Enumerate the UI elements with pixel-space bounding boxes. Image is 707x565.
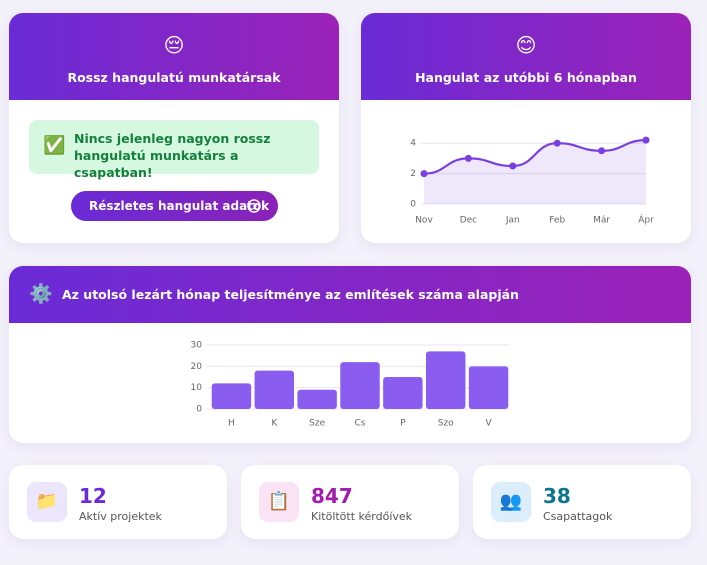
y-tick-label: 10	[191, 383, 203, 393]
x-tick-label: K	[271, 419, 278, 429]
y-tick-label: 2	[410, 169, 416, 179]
bar	[468, 366, 509, 409]
stat-value: 12	[79, 484, 107, 508]
x-tick-label: Szo	[438, 419, 454, 429]
stat-label: Aktív projektek	[79, 510, 162, 523]
card-header: 😊 Hangulat az utóbbi 6 hónapban	[361, 13, 691, 100]
x-tick-label: P	[400, 419, 406, 429]
line-chart: 0 2 4 Nov Dec Jan Feb Már Ápr	[410, 136, 654, 226]
stat-card: 📁 12 Aktív projektek	[9, 465, 227, 539]
line-card: 😊 Hangulat az utóbbi 6 hónapban 0 2 4 Nov De…	[361, 13, 691, 243]
y-tick-label: 0	[196, 405, 202, 415]
y-tick-label: 0	[410, 200, 416, 210]
x-tick-label: Cs	[355, 419, 366, 429]
bar	[297, 389, 337, 409]
card-title: Rossz hangulatú munkatársak	[67, 70, 281, 85]
y-tick-label: 4	[410, 139, 416, 149]
stat-icon: 📁	[27, 482, 67, 522]
icon: 😊	[515, 33, 537, 57]
bar	[211, 383, 252, 409]
line	[423, 139, 647, 175]
x-tick-label: V	[485, 419, 492, 429]
point	[420, 170, 428, 178]
x-tick-label: H	[228, 419, 235, 429]
bar	[426, 351, 466, 409]
y-tick-label: 30	[191, 341, 203, 351]
x-tick-label: Nov	[415, 216, 433, 226]
notice: ✅ Nincs jelenleg nagyon rossz hangulatú …	[29, 120, 319, 180]
button-icon	[247, 199, 261, 213]
stat-label: Kitöltött kérdőívek	[311, 510, 413, 523]
point	[598, 147, 606, 155]
x-tick-label: Ápr	[638, 214, 654, 226]
notice-text: Nincs jelenleg nagyon rossz hangulatú mu…	[74, 131, 271, 180]
bar-card: ⚙️ Az utolsó lezárt hónap teljesítménye …	[9, 266, 691, 443]
x-tick-label: Dec	[460, 216, 477, 226]
bar	[340, 362, 380, 409]
point	[553, 139, 561, 147]
stat-label: Csapattagok	[543, 510, 613, 523]
area	[424, 140, 646, 204]
y-tick-label: 20	[191, 362, 203, 372]
stat-value: 38	[543, 484, 571, 508]
point	[509, 162, 517, 170]
mood-card: 😔 Rossz hangulatú munkatársak ✅ Nincs je…	[9, 13, 339, 243]
card-header: ⚙️ Az utolsó lezárt hónap teljesítménye …	[9, 266, 691, 323]
stat-icon: 👥	[491, 482, 531, 522]
x-tick-label: Jan	[505, 216, 520, 226]
x-tick-label: Sze	[309, 419, 325, 429]
point	[464, 154, 472, 162]
stat-value: 847	[311, 484, 353, 508]
notice-icon: ✅	[43, 135, 66, 156]
bar-chart: 0 10 20 30 H K Sze Cs P Szo V	[191, 341, 510, 429]
stat-card: 📋 847 Kitöltött kérdőívek	[241, 465, 459, 539]
card-header: 😔 Rossz hangulatú munkatársak	[9, 13, 339, 100]
x-tick-label: Már	[593, 216, 610, 226]
card-title: Hangulat az utóbbi 6 hónapban	[415, 70, 637, 85]
x-tick-label: Feb	[549, 216, 565, 226]
button-label: Részletes hangulat adatok	[89, 199, 270, 213]
icon: 😔	[163, 33, 185, 57]
point	[642, 136, 650, 144]
stat-card: 👥 38 Csapattagok	[473, 465, 691, 539]
card-title: Az utolsó lezárt hónap teljesítménye az …	[62, 287, 519, 302]
bar	[383, 377, 423, 409]
bar	[254, 370, 294, 409]
icon: ⚙️	[29, 283, 53, 305]
stat-icon: 📋	[259, 482, 299, 522]
details-button[interactable]: Részletes hangulat adatok	[71, 191, 278, 221]
